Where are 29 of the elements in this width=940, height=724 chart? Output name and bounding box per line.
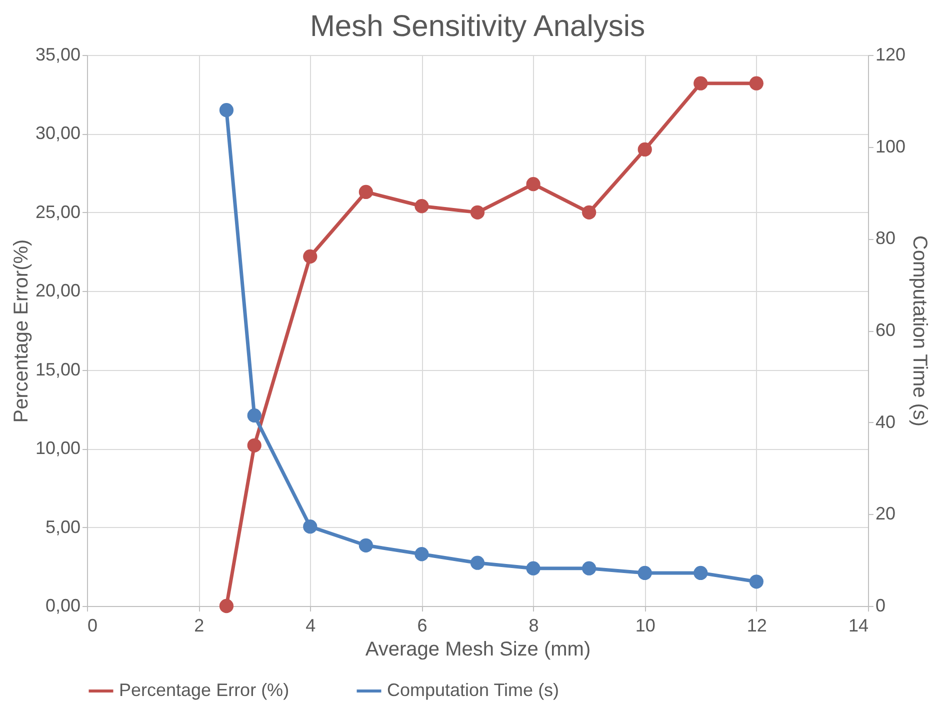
chart-title: Mesh Sensitivity Analysis	[310, 10, 646, 43]
x-tick-label: 8	[528, 616, 539, 636]
y-tick-label: 10,00	[35, 438, 80, 458]
x-tick-label: 6	[417, 616, 428, 636]
y2-tick-label: 100	[876, 136, 906, 156]
legend-label: Percentage Error (%)	[119, 680, 290, 700]
y2-tick-label: 20	[876, 504, 896, 524]
x-axis-title: Average Mesh Size (mm)	[365, 638, 591, 660]
x-tick-label: 14	[848, 616, 868, 636]
y-tick-label: 35,00	[35, 44, 80, 64]
x-tick-label: 4	[306, 616, 316, 636]
x-tick-label: 12	[746, 616, 767, 636]
y-tick-label: 30,00	[35, 123, 80, 144]
y-tick-label: 5,00	[45, 516, 80, 537]
y2-tick-label: 120	[876, 44, 906, 64]
x-tick-label: 0	[88, 616, 98, 636]
x-tick-label: 10	[635, 616, 656, 636]
y-tick-label: 20,00	[35, 280, 80, 301]
y2-tick-label: 80	[876, 228, 896, 248]
legend-label: Computation Time (s)	[387, 680, 560, 700]
y-tick-label: 0,00	[45, 596, 80, 616]
x-tick-label: 2	[194, 616, 204, 636]
y2-tick-label: 60	[876, 320, 896, 340]
y2-tick-label: 0	[876, 596, 886, 616]
y2-tick-label: 40	[876, 412, 896, 432]
y-tick-label: 15,00	[35, 359, 80, 380]
y-axis-title: Percentage Error(%)	[10, 239, 32, 423]
y-tick-label: 25,00	[35, 202, 80, 222]
y2-axis-title: Computation Time (s)	[908, 235, 931, 427]
